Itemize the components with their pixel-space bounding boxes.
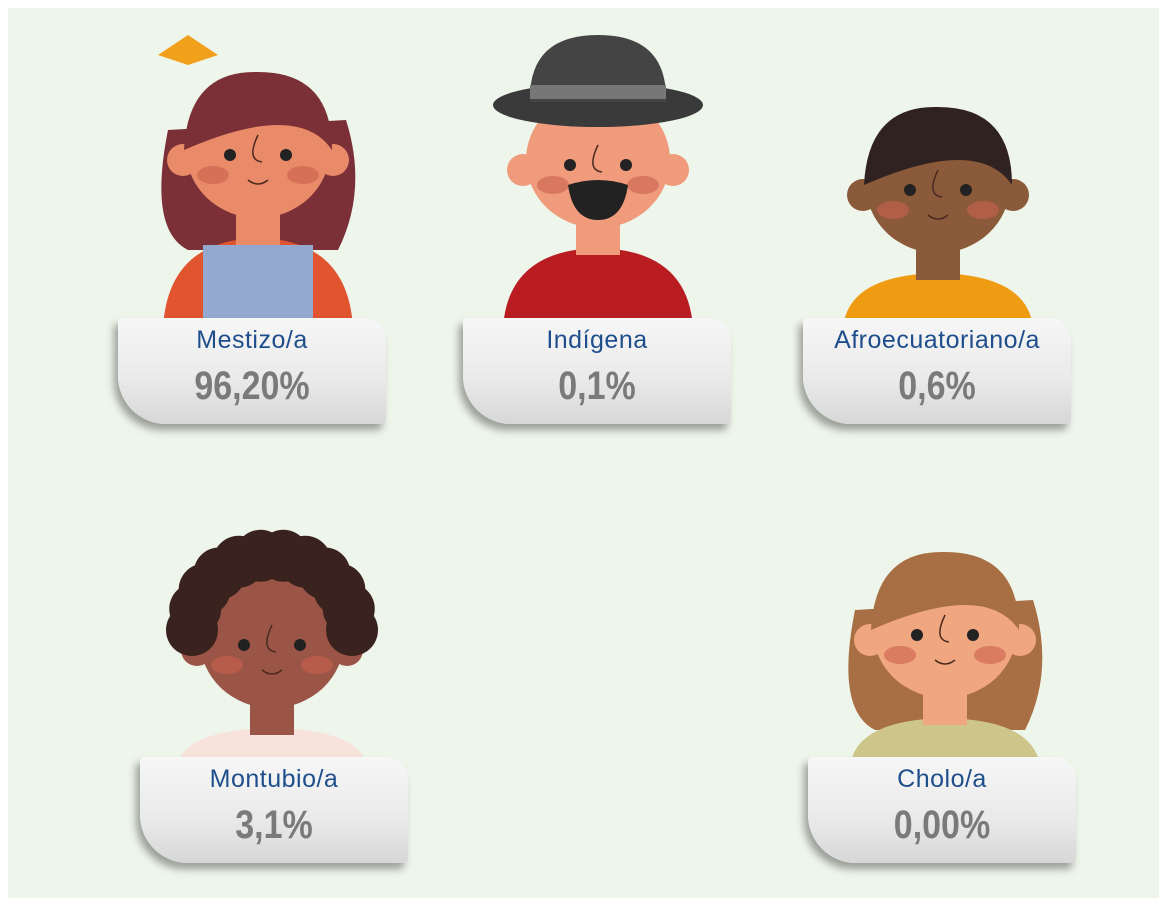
- mouth: [261, 669, 283, 675]
- mouth: [927, 214, 949, 220]
- eye: [238, 639, 250, 651]
- nose: [932, 169, 943, 198]
- cheek: [197, 166, 229, 184]
- eye: [280, 149, 292, 161]
- card-label: Afroecuatoriano/a: [834, 326, 1040, 354]
- cheek: [627, 176, 659, 194]
- mouth: [934, 659, 956, 665]
- beard: [568, 180, 628, 220]
- card-label: Montubio/a: [209, 765, 339, 793]
- nose: [592, 144, 603, 173]
- card: Montubio/a 3,1%: [140, 757, 408, 863]
- bow: [158, 35, 218, 65]
- card: Afroecuatoriano/a 0,6%: [803, 318, 1071, 424]
- eye: [620, 159, 632, 171]
- card: Mestizo/a 96,20%: [118, 318, 386, 424]
- nose: [939, 614, 950, 643]
- cheek: [884, 646, 916, 664]
- eye: [967, 629, 979, 641]
- card-value: 0,6%: [898, 364, 976, 408]
- hat-band: [530, 85, 666, 99]
- eye: [224, 149, 236, 161]
- shirt: [503, 248, 693, 328]
- hair: [184, 71, 332, 150]
- cheek: [974, 646, 1006, 664]
- eye: [904, 184, 916, 196]
- head: [526, 92, 670, 228]
- mouth: [247, 179, 269, 185]
- card-value: 0,1%: [558, 364, 636, 408]
- cheek: [287, 166, 319, 184]
- card-label: Indígena: [546, 326, 648, 354]
- hair: [864, 106, 1012, 185]
- card-value: 96,20%: [194, 364, 310, 408]
- hair: [871, 551, 1019, 630]
- shirt: [843, 273, 1033, 328]
- card-label: Mestizo/a: [196, 326, 308, 354]
- head: [200, 572, 344, 708]
- nose: [266, 624, 277, 653]
- cheek: [877, 201, 909, 219]
- overall: [203, 245, 313, 328]
- card-value: 3,1%: [235, 803, 313, 847]
- eye: [911, 629, 923, 641]
- eye: [960, 184, 972, 196]
- shirt: [850, 718, 1040, 767]
- cheek: [211, 656, 243, 674]
- card-label: Cholo/a: [897, 765, 987, 793]
- cheek: [967, 201, 999, 219]
- eye: [564, 159, 576, 171]
- cheek: [537, 176, 569, 194]
- card-value: 0,00%: [893, 803, 991, 847]
- card: Cholo/a 0,00%: [808, 757, 1076, 863]
- cheek: [301, 656, 333, 674]
- nose: [252, 134, 263, 163]
- curl: [326, 604, 378, 656]
- card: Indígena 0,1%: [463, 318, 731, 424]
- eye: [294, 639, 306, 651]
